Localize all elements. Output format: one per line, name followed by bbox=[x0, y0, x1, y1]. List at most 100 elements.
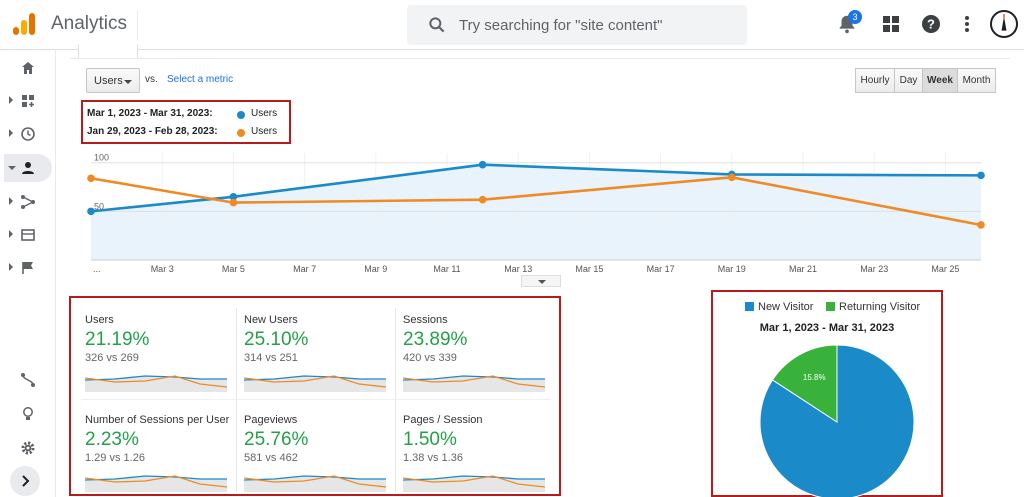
sparkline-area bbox=[85, 376, 227, 392]
legend-range-current: Mar 1, 2023 - Mar 31, 2023: bbox=[87, 108, 213, 119]
scorecard-divider bbox=[81, 399, 551, 400]
help-icon[interactable]: ? bbox=[920, 13, 942, 35]
legend-series-previous: Users bbox=[251, 126, 278, 137]
scorecard-title: Users bbox=[85, 314, 114, 326]
apps-grid-icon[interactable] bbox=[880, 13, 902, 35]
sparkline-area bbox=[403, 376, 545, 392]
x-tick-label: Mar 19 bbox=[718, 264, 746, 274]
nav-conversions[interactable] bbox=[4, 254, 52, 282]
sparkline bbox=[244, 375, 386, 392]
audience-person-icon bbox=[22, 162, 34, 174]
data-point bbox=[87, 174, 95, 183]
account-avatar[interactable] bbox=[990, 10, 1018, 38]
more-vert-icon[interactable] bbox=[956, 13, 978, 35]
scorecard-comparison: 420 vs 339 bbox=[403, 352, 457, 364]
visitor-type-panel: New Visitor Returning Visitor Mar 1, 202… bbox=[711, 290, 943, 497]
series-area bbox=[91, 164, 981, 260]
scorecard-comparison: 581 vs 462 bbox=[244, 452, 298, 464]
nav-admin[interactable] bbox=[4, 434, 52, 462]
visitor-pie-chart: 84.2%15.8% bbox=[759, 344, 915, 497]
scorecard-change: 25.10% bbox=[244, 329, 309, 350]
nav-discover[interactable] bbox=[4, 400, 52, 428]
nav-behavior[interactable] bbox=[4, 221, 52, 249]
scorecard-comparison: 1.29 vs 1.26 bbox=[85, 452, 145, 464]
expand-nav-button[interactable] bbox=[10, 466, 40, 496]
search-box[interactable] bbox=[407, 5, 747, 45]
nav-audience[interactable] bbox=[4, 154, 52, 182]
pie-legend-new[interactable]: New Visitor bbox=[745, 301, 813, 313]
toggle-hourly[interactable]: Hourly bbox=[855, 68, 895, 93]
scorecard[interactable]: Sessions 23.89% 420 vs 339 bbox=[397, 308, 551, 400]
scorecard-title: Pages / Session bbox=[403, 414, 483, 426]
legend-range-previous: Jan 29, 2023 - Feb 28, 2023: bbox=[87, 126, 218, 137]
sparkline-previous bbox=[244, 375, 386, 388]
scorecard[interactable]: Pageviews 25.76% 581 vs 462 bbox=[238, 408, 392, 497]
select-metric-link[interactable]: Select a metric bbox=[167, 74, 234, 85]
scorecard-change: 21.19% bbox=[85, 329, 150, 350]
toggle-day[interactable]: Day bbox=[894, 68, 923, 93]
data-point bbox=[478, 160, 487, 169]
nav-realtime[interactable] bbox=[4, 120, 52, 148]
scorecard-change: 1.50% bbox=[403, 429, 457, 450]
data-point bbox=[229, 198, 238, 207]
toggle-week[interactable]: Week bbox=[922, 68, 958, 93]
scorecard-divider bbox=[395, 308, 396, 492]
sparkline-area bbox=[403, 476, 545, 492]
sparkline-area bbox=[244, 376, 386, 392]
x-tick-label: Mar 11 bbox=[433, 264, 460, 274]
avatar-figure-icon bbox=[1001, 14, 1007, 31]
scorecard-title: Sessions bbox=[403, 314, 448, 326]
sparkline bbox=[403, 375, 545, 392]
chevron-down-icon bbox=[538, 280, 546, 284]
date-range-legend: Mar 1, 2023 - Mar 31, 2023: Users Jan 29… bbox=[81, 100, 291, 144]
attribution-icon bbox=[21, 373, 35, 387]
sparkline bbox=[85, 475, 227, 492]
scorecard[interactable]: Pages / Session 1.50% 1.38 vs 1.36 bbox=[397, 408, 551, 497]
nav-acquisition[interactable] bbox=[4, 188, 52, 216]
scorecard[interactable]: Number of Sessions per User 2.23% 1.29 vs … bbox=[79, 408, 233, 497]
metric-select[interactable]: Users bbox=[86, 68, 140, 93]
x-tick-label: Mar 5 bbox=[222, 264, 245, 274]
scorecard-title: New Users bbox=[244, 314, 298, 326]
expand-caret-icon bbox=[8, 166, 16, 170]
scorecard-title: Number of Sessions per User bbox=[85, 414, 230, 426]
analytics-logo[interactable] bbox=[12, 12, 36, 36]
nav-customization[interactable] bbox=[4, 87, 52, 115]
search-input[interactable] bbox=[459, 13, 729, 37]
sparkline-current bbox=[244, 375, 386, 381]
nav-attribution[interactable] bbox=[4, 366, 52, 394]
x-tick-label: Mar 23 bbox=[860, 264, 888, 274]
scorecard[interactable]: Users 21.19% 326 vs 269 bbox=[79, 308, 233, 400]
x-tick-label: Mar 17 bbox=[647, 264, 675, 274]
scorecard[interactable]: New Users 25.10% 314 vs 251 bbox=[238, 308, 392, 400]
y-tick-label: 100 bbox=[94, 153, 109, 163]
notification-badge: 3 bbox=[848, 10, 862, 24]
left-nav bbox=[0, 50, 56, 497]
scorecard-grid: Users 21.19% 326 vs 269 New Users 25.10% 314 … bbox=[69, 296, 561, 496]
users-line-chart: 100 50... Mar 3 Mar 5 Mar 7 Mar 9 Mar 11 Mar 13… bbox=[87, 153, 985, 274]
sparkline-previous bbox=[85, 375, 227, 388]
sparkline bbox=[85, 375, 227, 392]
legend-swatch-icon bbox=[745, 302, 754, 311]
nav-home[interactable] bbox=[4, 54, 52, 82]
scorecard-change: 2.23% bbox=[85, 429, 139, 450]
expand-caret-icon bbox=[9, 96, 13, 104]
report-tab bbox=[78, 44, 138, 58]
vs-label: vs. bbox=[145, 74, 158, 85]
metric-select-value: Users bbox=[94, 75, 123, 87]
scorecard-title: Pageviews bbox=[244, 414, 298, 426]
sparkline-current bbox=[244, 475, 386, 481]
content-divider bbox=[70, 58, 1010, 59]
pie-legend-returning[interactable]: Returning Visitor bbox=[826, 301, 920, 313]
top-bar: Analytics 3 ? bbox=[0, 0, 1024, 50]
pie-slice-label: 15.8% bbox=[803, 373, 826, 382]
scorecard-comparison: 326 vs 269 bbox=[85, 352, 139, 364]
toggle-month[interactable]: Month bbox=[957, 68, 996, 93]
chart-collapse-handle[interactable] bbox=[521, 275, 561, 287]
sparkline-current bbox=[403, 375, 545, 381]
sparkline-current bbox=[85, 375, 227, 381]
dropdown-arrow-icon bbox=[124, 80, 132, 84]
acquisition-icon bbox=[21, 195, 35, 209]
data-point bbox=[977, 221, 985, 229]
scorecard-comparison: 314 vs 251 bbox=[244, 352, 298, 364]
